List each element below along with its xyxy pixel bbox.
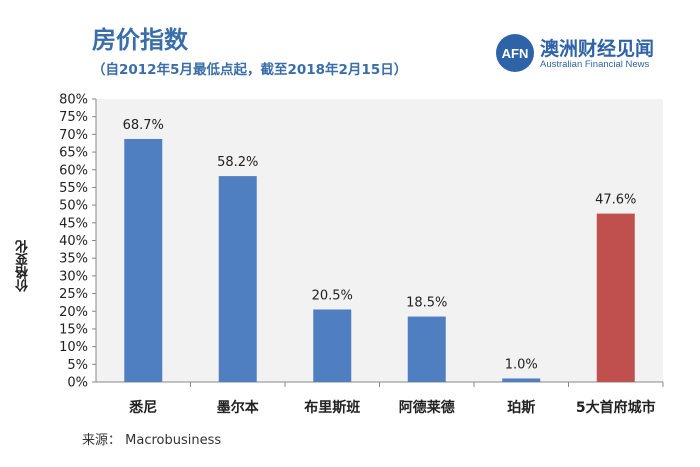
y-tick-label: 70% (59, 128, 88, 143)
x-category-label: 布里斯班 (304, 399, 360, 416)
bar-value-label: 47.6% (595, 193, 636, 208)
x-category-label: 阿德莱德 (399, 399, 455, 416)
y-tick-label: 0% (67, 376, 88, 391)
y-tick-label: 35% (59, 252, 88, 267)
y-tick-label: 25% (59, 287, 88, 302)
y-tick-label: 55% (59, 181, 88, 196)
y-tick-label: 45% (59, 216, 88, 231)
y-tick-label: 65% (59, 146, 88, 161)
chart-title: 房价指数 (92, 26, 188, 54)
bar (218, 176, 257, 382)
plot-area (96, 99, 663, 382)
bar-value-label: 18.5% (406, 296, 447, 311)
source-note: 来源： Macrobusiness (82, 433, 222, 448)
y-tick-label: 80% (59, 93, 88, 108)
y-tick-label: 75% (59, 110, 88, 125)
bar (407, 316, 446, 382)
bar (313, 309, 352, 382)
y-tick-label: 10% (59, 340, 88, 355)
x-category-label: 5大首府城市 (576, 399, 656, 416)
y-tick-label: 60% (59, 163, 88, 178)
chart-subtitle: （自2012年5月最低点起，截至2018年2月15日） (92, 62, 408, 78)
bar-value-label: 58.2% (217, 155, 258, 170)
x-category-label: 珀斯 (507, 399, 535, 416)
afn-logo: AFN 澳洲财经见闻 Australian Financial News (496, 34, 676, 78)
y-tick-label: 5% (67, 358, 88, 373)
bar-value-label: 1.0% (505, 357, 538, 372)
bar-value-label: 68.7% (123, 118, 164, 133)
bar (124, 138, 163, 382)
x-category-label: 墨尔本 (217, 399, 260, 416)
y-tick-label: 50% (59, 199, 88, 214)
y-tick-label: 20% (59, 305, 88, 320)
y-tick-label: 30% (59, 269, 88, 284)
afn-logo-name-en: Australian Financial News (540, 59, 650, 70)
afn-logo-name-cn: 澳洲财经见闻 (540, 38, 655, 60)
y-tick-label: 15% (59, 322, 88, 337)
bar (502, 378, 541, 382)
bar (596, 213, 635, 382)
y-tick-label: 40% (59, 234, 88, 249)
afn-logo-mark: AFN (496, 34, 534, 72)
bar-value-label: 20.5% (312, 288, 353, 303)
x-category-label: 悉尼 (128, 399, 157, 416)
